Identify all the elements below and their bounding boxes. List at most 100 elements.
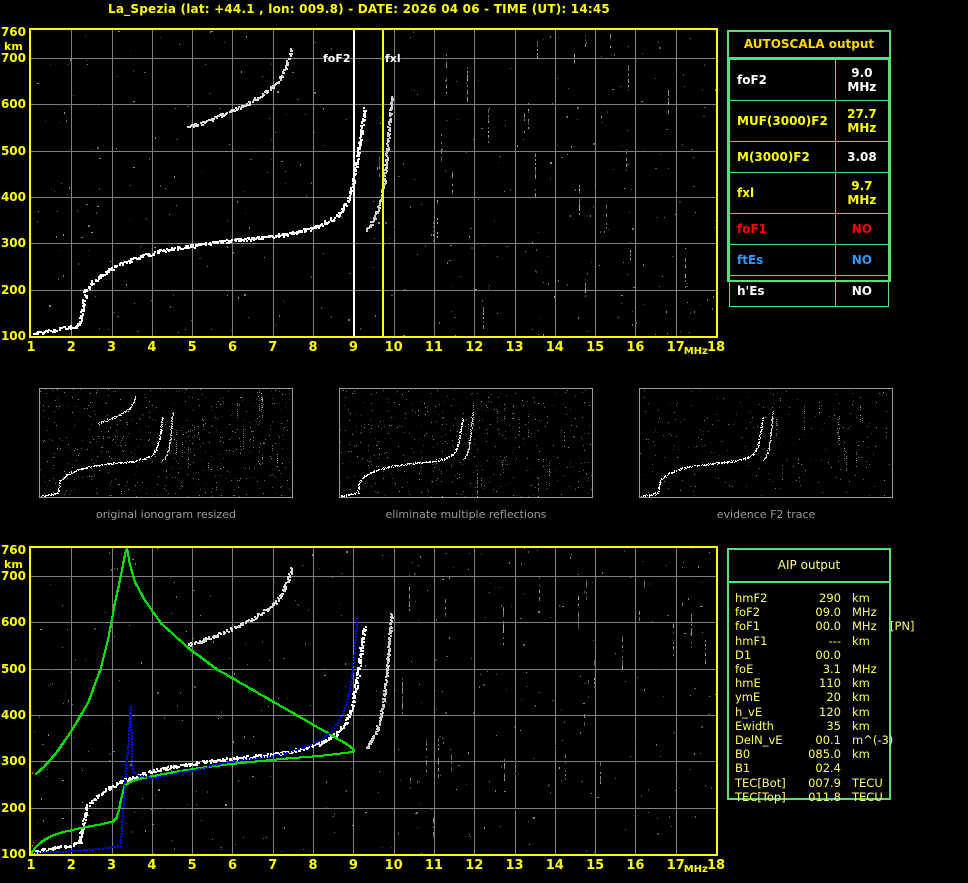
echo-pixel <box>433 461 434 462</box>
noise-pixel <box>621 295 623 296</box>
echo-pixel <box>759 439 760 440</box>
noise-pixel <box>82 802 83 803</box>
noise-pixel <box>525 251 526 252</box>
bottom-ionogram-plot[interactable] <box>29 546 718 856</box>
echo-pixel <box>132 405 133 406</box>
noise-pixel <box>709 552 710 553</box>
echo-pixel <box>471 426 472 427</box>
thumbnail-eliminate-multiple-reflections[interactable] <box>339 388 593 498</box>
echo-pixel <box>463 459 464 460</box>
echo-pixel <box>316 226 318 228</box>
echo-pixel <box>472 428 473 429</box>
noise-pixel <box>360 433 361 434</box>
noise-pixel <box>378 792 379 793</box>
noise-pixel <box>423 445 424 446</box>
noise-pixel <box>886 411 887 412</box>
interference-streak-pixel <box>578 481 579 482</box>
interference-streak-pixel <box>438 744 439 746</box>
echo-pixel <box>378 469 379 470</box>
noise-pixel <box>478 199 479 200</box>
noise-pixel <box>690 313 691 314</box>
noise-pixel <box>666 311 667 313</box>
noise-pixel <box>427 406 428 407</box>
echo-pixel <box>44 848 46 850</box>
noise-pixel <box>679 201 681 203</box>
noise-pixel <box>196 804 197 806</box>
echo-pixel <box>134 400 135 401</box>
noise-pixel <box>523 644 525 646</box>
noise-pixel <box>702 446 703 447</box>
echo-pixel <box>666 477 667 478</box>
noise-pixel <box>80 389 81 390</box>
echo-pixel <box>362 478 363 479</box>
frequency-marker-fxl[interactable] <box>382 30 384 336</box>
echo-pixel <box>347 197 349 199</box>
noise-pixel <box>165 188 166 189</box>
noise-pixel <box>588 433 589 434</box>
noise-pixel <box>370 425 371 426</box>
echo-pixel <box>727 463 728 464</box>
noise-pixel <box>211 406 212 407</box>
interference-streak-pixel <box>208 465 209 466</box>
echo-pixel <box>83 306 85 308</box>
noise-pixel <box>473 472 474 473</box>
noise-pixel <box>108 389 109 390</box>
echo-pixel <box>101 423 102 424</box>
noise-pixel <box>86 60 87 61</box>
interference-streak-pixel <box>402 696 403 698</box>
noise-pixel <box>714 227 715 228</box>
noise-pixel <box>271 63 272 65</box>
interference-streak-pixel <box>503 643 504 645</box>
noise-pixel <box>479 686 480 688</box>
noise-pixel <box>364 645 366 646</box>
noise-pixel <box>323 253 324 254</box>
echo-pixel <box>304 231 306 233</box>
thumbnail-evidence-f2-trace[interactable] <box>639 388 893 498</box>
echo-pixel <box>282 71 284 73</box>
interference-streak-pixel <box>863 441 864 442</box>
noise-pixel <box>840 469 841 470</box>
noise-pixel <box>625 829 626 830</box>
noise-pixel <box>434 467 435 468</box>
noise-pixel <box>496 735 497 736</box>
interference-streak-pixel <box>402 686 403 688</box>
echo-pixel <box>771 433 772 434</box>
noise-pixel <box>90 407 91 408</box>
noise-pixel <box>514 449 515 450</box>
interference-streak-pixel <box>644 584 645 586</box>
noise-pixel <box>584 462 585 463</box>
echo-pixel <box>189 126 191 128</box>
top-ionogram-plot[interactable]: foF2 fxl <box>29 28 718 338</box>
echo-pixel <box>770 441 771 442</box>
noise-pixel <box>234 489 235 490</box>
noise-pixel <box>153 824 154 825</box>
echo-pixel <box>158 442 159 443</box>
noise-pixel <box>150 432 151 433</box>
interference-streak-pixel <box>434 103 435 105</box>
noise-pixel <box>239 438 240 439</box>
noise-pixel <box>300 164 301 166</box>
thumbnail-original-ionogram[interactable] <box>39 388 293 498</box>
noise-pixel <box>94 475 95 476</box>
noise-pixel <box>645 411 646 412</box>
interference-streak-pixel <box>804 411 805 412</box>
interference-streak-pixel <box>441 160 442 162</box>
interference-streak-pixel <box>502 462 503 463</box>
interference-streak-pixel <box>578 626 579 628</box>
noise-pixel <box>446 424 447 425</box>
frequency-marker-fof2[interactable] <box>353 30 355 336</box>
noise-pixel <box>500 417 501 418</box>
interference-streak-pixel <box>188 457 189 458</box>
noise-pixel <box>227 246 228 248</box>
noise-pixel <box>43 416 44 417</box>
echo-pixel <box>148 253 150 255</box>
interference-streak-pixel <box>237 405 238 406</box>
echo-pixel <box>357 161 359 163</box>
noise-pixel <box>360 415 361 416</box>
echo-pixel <box>60 486 61 487</box>
noise-pixel <box>688 447 689 448</box>
noise-pixel <box>280 409 281 410</box>
noise-pixel <box>206 483 207 484</box>
interference-streak-pixel <box>481 478 482 479</box>
interference-streak-pixel <box>585 39 586 41</box>
